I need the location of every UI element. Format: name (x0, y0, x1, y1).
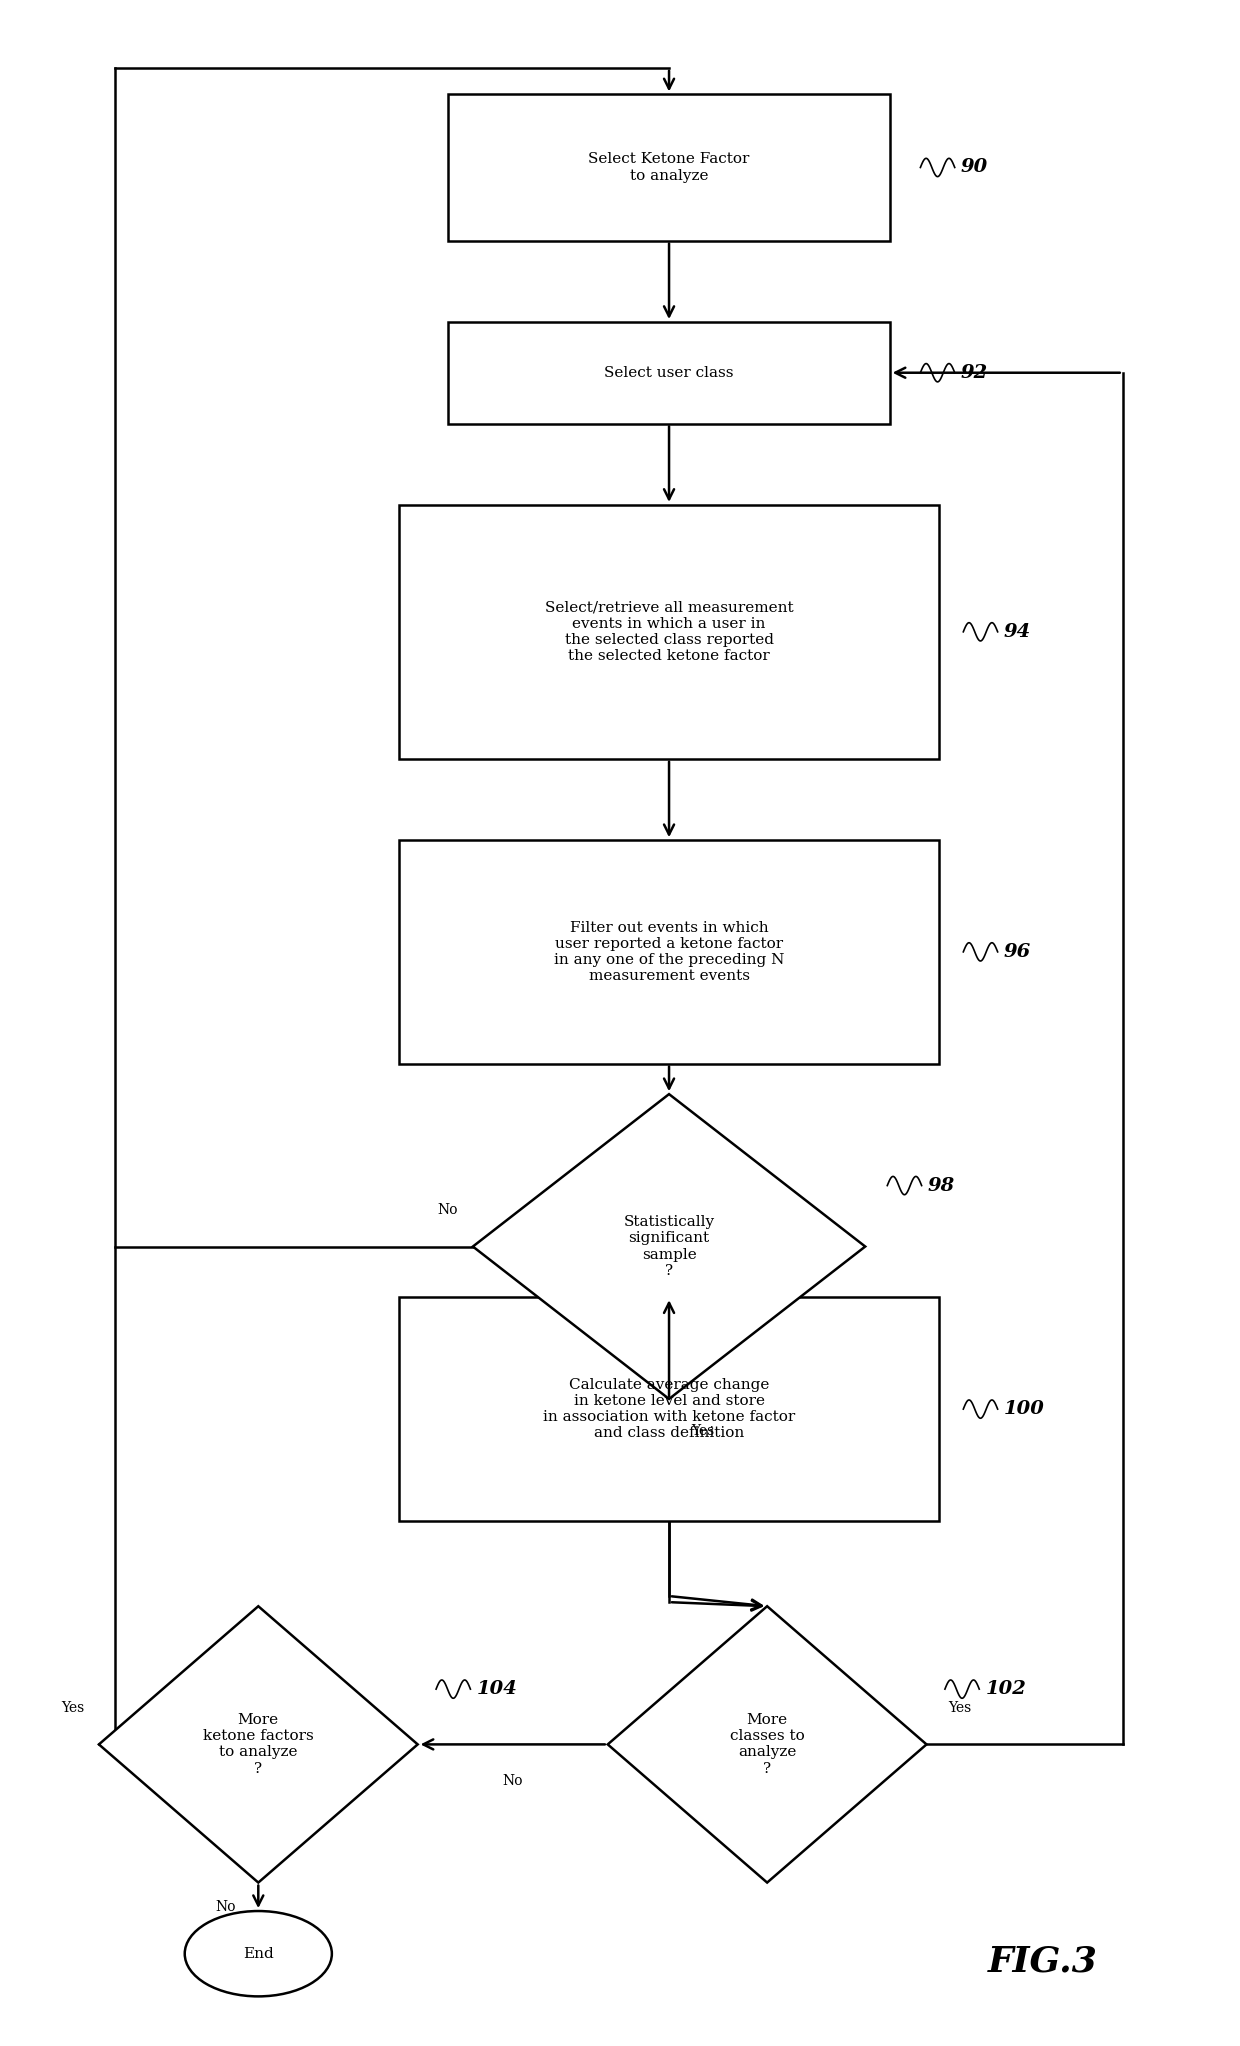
Text: No: No (502, 1774, 523, 1788)
Text: Calculate average change
in ketone level and store
in association with ketone fa: Calculate average change in ketone level… (543, 1377, 795, 1440)
Polygon shape (608, 1606, 926, 1882)
Text: Select/retrieve all measurement
events in which a user in
the selected class rep: Select/retrieve all measurement events i… (544, 602, 794, 663)
Polygon shape (99, 1606, 418, 1882)
Ellipse shape (185, 1911, 332, 1997)
Text: 90: 90 (961, 158, 988, 176)
FancyBboxPatch shape (399, 505, 939, 759)
Text: 98: 98 (928, 1176, 955, 1195)
Text: 104: 104 (476, 1680, 517, 1698)
Text: No: No (216, 1901, 237, 1913)
Text: FIG.3: FIG.3 (988, 1946, 1097, 1978)
Polygon shape (472, 1095, 866, 1399)
Text: Select user class: Select user class (604, 366, 734, 381)
FancyBboxPatch shape (449, 94, 890, 241)
Text: More
classes to
analyze
?: More classes to analyze ? (730, 1713, 805, 1776)
Text: 96: 96 (1003, 943, 1030, 962)
Text: Statistically
significant
sample
?: Statistically significant sample ? (624, 1215, 714, 1279)
Text: Yes: Yes (949, 1700, 972, 1715)
Text: 94: 94 (1003, 622, 1030, 640)
FancyBboxPatch shape (399, 1297, 939, 1520)
FancyBboxPatch shape (399, 841, 939, 1064)
Text: Yes: Yes (61, 1700, 84, 1715)
Text: 102: 102 (986, 1680, 1027, 1698)
Text: 100: 100 (1003, 1399, 1044, 1418)
Text: No: No (438, 1203, 458, 1217)
Text: Select Ketone Factor
to analyze: Select Ketone Factor to analyze (588, 151, 750, 182)
Text: End: End (243, 1946, 274, 1960)
Text: More
ketone factors
to analyze
?: More ketone factors to analyze ? (203, 1713, 314, 1776)
FancyBboxPatch shape (449, 321, 890, 424)
Text: 92: 92 (961, 364, 988, 383)
Text: Filter out events in which
user reported a ketone factor
in any one of the prece: Filter out events in which user reported… (554, 921, 784, 984)
Text: Yes: Yes (691, 1424, 714, 1438)
